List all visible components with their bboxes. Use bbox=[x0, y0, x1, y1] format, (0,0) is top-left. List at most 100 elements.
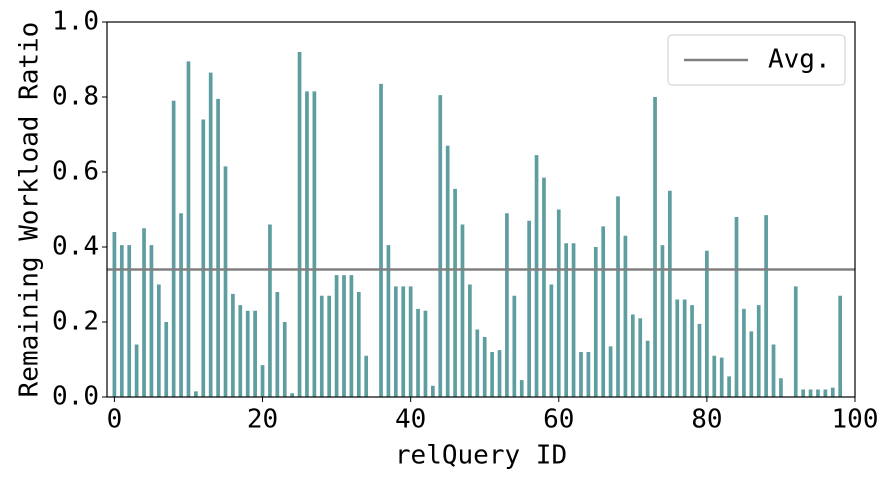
bar bbox=[808, 389, 813, 397]
bar bbox=[505, 213, 509, 397]
bar bbox=[793, 286, 798, 397]
bar bbox=[764, 215, 768, 397]
bar bbox=[275, 292, 280, 397]
bar bbox=[527, 220, 531, 397]
bar bbox=[608, 346, 613, 397]
bar bbox=[186, 61, 191, 397]
bar bbox=[490, 352, 494, 397]
bar bbox=[623, 235, 628, 397]
x-axis-label: relQuery ID bbox=[395, 441, 567, 471]
bar bbox=[401, 286, 406, 397]
bar bbox=[653, 97, 657, 397]
bar bbox=[127, 245, 132, 397]
bar bbox=[564, 243, 569, 397]
bar bbox=[134, 344, 139, 397]
bar bbox=[142, 228, 146, 397]
bar bbox=[697, 323, 702, 397]
bar bbox=[342, 275, 346, 397]
legend-box bbox=[667, 34, 846, 86]
bar bbox=[149, 245, 154, 397]
bar bbox=[260, 365, 265, 397]
y-tick-label: 0.2 bbox=[52, 307, 99, 337]
bar bbox=[156, 284, 161, 397]
y-tick-label: 0.4 bbox=[52, 232, 99, 262]
bar bbox=[749, 331, 754, 397]
bar bbox=[208, 72, 213, 397]
bar bbox=[386, 245, 391, 397]
bar bbox=[705, 250, 709, 397]
bar bbox=[482, 337, 487, 397]
bar bbox=[668, 190, 672, 397]
bar bbox=[675, 299, 680, 397]
bar bbox=[231, 293, 235, 397]
bar bbox=[216, 98, 220, 397]
bar bbox=[416, 308, 420, 397]
x-tick-label: 80 bbox=[691, 405, 722, 435]
bar bbox=[201, 119, 206, 397]
y-tick-label: 1.0 bbox=[52, 7, 99, 37]
bar bbox=[579, 352, 583, 397]
bar bbox=[586, 352, 591, 397]
bar bbox=[519, 380, 524, 397]
bar bbox=[349, 275, 354, 397]
x-tick-label: 60 bbox=[543, 405, 574, 435]
bar bbox=[616, 196, 620, 397]
bar bbox=[638, 318, 643, 397]
bar bbox=[453, 188, 457, 397]
bar bbox=[171, 100, 176, 397]
x-tick-label: 100 bbox=[832, 405, 879, 435]
bar bbox=[534, 155, 539, 397]
bar bbox=[438, 95, 443, 397]
bar bbox=[512, 295, 517, 397]
bar bbox=[630, 314, 635, 397]
bar bbox=[305, 91, 309, 397]
bar bbox=[268, 224, 272, 397]
x-tick-label: 20 bbox=[247, 405, 278, 435]
bar bbox=[119, 245, 124, 397]
bar bbox=[179, 213, 183, 397]
bar bbox=[556, 209, 561, 397]
bar bbox=[571, 243, 576, 397]
bar bbox=[334, 275, 339, 397]
bar bbox=[445, 145, 450, 397]
bar bbox=[593, 247, 598, 397]
y-tick-label: 0.0 bbox=[52, 382, 99, 412]
bar bbox=[431, 385, 435, 397]
bar bbox=[542, 177, 546, 397]
bar bbox=[690, 305, 694, 397]
bar bbox=[682, 299, 687, 397]
bar bbox=[356, 292, 361, 397]
bar bbox=[475, 329, 480, 397]
bar bbox=[238, 305, 243, 397]
y-axis-label: Remaining Workload Ratio bbox=[15, 22, 45, 398]
x-tick-label: 40 bbox=[395, 405, 426, 435]
bar bbox=[423, 310, 428, 397]
bar bbox=[779, 378, 783, 397]
bar bbox=[734, 217, 739, 397]
bar bbox=[393, 286, 398, 397]
bar bbox=[460, 224, 465, 397]
bar bbox=[327, 295, 332, 397]
bar bbox=[319, 295, 324, 397]
bar bbox=[194, 391, 198, 397]
bar bbox=[549, 284, 554, 397]
bar bbox=[408, 286, 413, 397]
y-tick-label: 0.8 bbox=[52, 82, 99, 112]
plot-frame bbox=[106, 21, 856, 398]
bar bbox=[742, 308, 746, 397]
bar bbox=[312, 91, 317, 397]
bar bbox=[164, 322, 169, 397]
bar bbox=[379, 83, 383, 397]
bar bbox=[771, 344, 776, 397]
bar bbox=[727, 376, 731, 397]
bar bbox=[223, 166, 228, 397]
bar bbox=[112, 232, 117, 397]
legend-label: Avg. bbox=[768, 45, 831, 75]
bar bbox=[756, 305, 761, 397]
bar bbox=[823, 389, 828, 397]
bar bbox=[253, 310, 257, 397]
bar bbox=[830, 387, 835, 397]
bar bbox=[660, 245, 665, 397]
bar bbox=[245, 310, 250, 397]
